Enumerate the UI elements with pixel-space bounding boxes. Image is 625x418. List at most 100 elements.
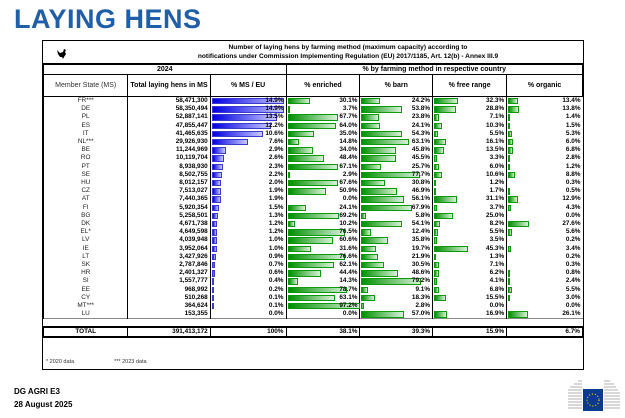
ms_eu-cell: 1.0% [209, 236, 286, 245]
table-row: SI 1,557,777 0.4% 14.3% 79.2% 4.1% 2.4% [42, 277, 583, 286]
total-hens: 8,938,930 [127, 162, 211, 171]
total-hens: 153,355 [127, 310, 211, 319]
table-row: HR 2,401,327 0.6% 44.4% 48.6% 6.2% 0.8% [42, 269, 583, 278]
total-label: TOTAL [42, 325, 129, 338]
free_range-value: 28.8% [486, 105, 505, 113]
total-hens: 11,244,969 [127, 146, 211, 155]
ms_eu-value: 0.6% [268, 269, 284, 277]
member-state: RO [42, 154, 128, 163]
table-row: BE 11,244,969 2.9% 34.0% 45.8% 13.5% 6.8% [42, 146, 583, 155]
organic-cell: 6.8% [506, 146, 583, 155]
enriched-value: 67.6% [339, 179, 358, 187]
organic-cell: 13.4% [506, 96, 583, 106]
ms_eu-cell: 0.1% [209, 302, 286, 311]
member-state: MT*** [42, 302, 128, 311]
organic-cell: 1.4% [506, 113, 583, 122]
enriched-cell: 76.6% [285, 252, 360, 262]
free_range-cell: 45.3% [432, 244, 507, 253]
ms_eu-cell: 0.0% [209, 310, 286, 319]
total-hens: 1,557,777 [127, 277, 211, 286]
ms_eu-bar [211, 303, 214, 310]
organic-cell: 3.4% [506, 244, 583, 253]
ms_eu-value: 0.7% [268, 261, 284, 269]
organic-cell: 0.2% [506, 252, 583, 262]
enriched-bar [287, 114, 339, 121]
barn-value: 54.3% [411, 129, 431, 137]
free_range-bar [434, 155, 437, 162]
organic-bar [508, 139, 513, 146]
member-state: PL [42, 113, 128, 122]
enriched-cell: 69.2% [285, 211, 360, 221]
organic-cell: 12.9% [506, 195, 583, 204]
ms_eu-bar [211, 171, 223, 179]
total-enriched: 38.1% [285, 325, 361, 338]
free_range-value: 7.1% [489, 113, 505, 121]
free_range-value: 0.0% [489, 302, 505, 310]
enriched-value: 60.6% [339, 236, 358, 244]
enriched-cell: 64.0% [285, 121, 360, 130]
barn-value: 23.8% [411, 113, 431, 121]
organic-bar [508, 278, 511, 285]
free_range-cell: 31.1% [432, 195, 507, 204]
enriched-cell: 3.7% [285, 105, 360, 114]
organic-value: 13.4% [562, 97, 581, 104]
free_range-cell: 10.3% [432, 121, 507, 130]
table-row: HU 8,012,157 2.0% 67.6% 30.8% 1.2% 0.3% [42, 179, 583, 188]
free_range-bar [434, 130, 439, 138]
caption-line-1: Number of laying hens by farming method … [228, 44, 468, 51]
barn-bar [361, 114, 380, 121]
footnote-2023: *** 2023 data [114, 359, 147, 365]
free_range-value: 10.3% [486, 121, 505, 129]
table-row: EL* 4,649,598 1.2% 76.5% 12.4% 5.5% 5.6% [42, 228, 583, 237]
free_range-value: 5.5% [489, 228, 505, 236]
free_range-cell: 5.5% [432, 129, 507, 139]
ms_eu-bar [211, 155, 225, 162]
enriched-bar [287, 188, 326, 195]
enriched-cell: 48.4% [285, 154, 360, 163]
barn-value: 79.2% [411, 277, 431, 285]
barn-value: 57.0% [411, 310, 431, 318]
free_range-cell: 7.1% [432, 113, 507, 122]
col-barn: % barn [359, 74, 434, 97]
barn-cell: 5.8% [359, 211, 433, 221]
total-hens: 7,513,027 [127, 187, 211, 196]
barn-cell: 63.1% [359, 138, 433, 147]
barn-bar [361, 229, 371, 236]
ms_eu-value: 12.2% [265, 121, 284, 129]
enriched-value: 48.4% [339, 154, 358, 162]
free_range-value: 6.0% [489, 162, 505, 170]
barn-value: 53.8% [411, 105, 431, 113]
enriched-cell: 30.1% [285, 96, 360, 106]
ms_eu-bar [211, 237, 217, 244]
free_range-cell: 4.1% [432, 277, 507, 286]
total-hens: 3,427,926 [127, 252, 211, 262]
barn-cell: 2.8% [359, 302, 433, 311]
organic-value: 1.4% [565, 113, 581, 121]
free_range-bar [434, 237, 437, 244]
total-hens: 4,039,948 [127, 236, 211, 245]
member-state: HU [42, 179, 128, 188]
enriched-value: 78.7% [339, 285, 358, 293]
ms_eu-value: 0.1% [268, 293, 284, 301]
enriched-bar [287, 212, 340, 220]
barn-cell: 25.7% [359, 162, 433, 171]
barn-bar [361, 98, 380, 105]
barn-value: 45.8% [411, 146, 431, 154]
barn-cell: 45.8% [359, 146, 433, 155]
ms_eu-value: 1.2% [268, 220, 284, 228]
col-ms-eu: % MS / EU [209, 74, 287, 97]
table-row: ES 47,855,447 12.2% 64.0% 24.1% 10.3% 1.5% [42, 121, 583, 130]
enriched-cell: 63.1% [285, 293, 360, 303]
member-state: CZ [42, 187, 128, 196]
publication-date: 28 August 2025 [14, 400, 73, 409]
ms_eu-value: 1.3% [268, 211, 284, 219]
barn-cell: 30.8% [359, 179, 433, 188]
enriched-bar [287, 122, 336, 129]
enriched-bar [287, 130, 314, 138]
barn-value: 63.1% [411, 138, 431, 146]
enriched-bar [287, 98, 311, 105]
free_range-cell: 16.9% [432, 310, 507, 319]
table-row: IE 3,952,064 1.0% 31.6% 19.7% 45.3% 3.4% [42, 244, 583, 253]
barn-bar [361, 196, 404, 203]
method-header: % by farming method in respective countr… [285, 64, 583, 75]
